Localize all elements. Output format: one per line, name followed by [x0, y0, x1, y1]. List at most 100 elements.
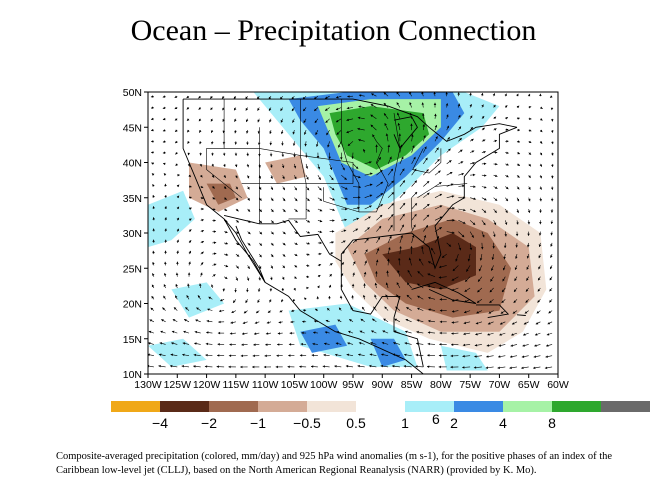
wind-arrow	[450, 343, 459, 346]
wind-arrow	[341, 174, 347, 181]
wind-arrow	[439, 320, 447, 324]
wind-arrow	[357, 127, 365, 131]
wind-arrow	[458, 161, 464, 165]
wind-arrow	[351, 152, 354, 159]
wind-arrow	[258, 175, 261, 179]
wind-arrow	[511, 321, 518, 325]
wind-arrow	[282, 242, 286, 246]
wind-arrow	[292, 130, 295, 135]
coastline	[223, 218, 266, 283]
wind-arrow	[439, 343, 447, 346]
wind-arrow	[163, 295, 166, 300]
wind-arrow	[387, 258, 390, 266]
wind-arrow	[217, 354, 225, 357]
wind-arrow	[458, 149, 463, 153]
wind-arrow	[479, 254, 483, 261]
x-tick-label: 95W	[342, 379, 364, 391]
wind-arrow	[257, 107, 260, 111]
wind-arrow	[539, 175, 542, 179]
colorbar-label: −0.5	[293, 415, 321, 431]
precip-contour	[148, 338, 207, 367]
wind-arrow	[294, 265, 298, 268]
wind-arrow	[246, 152, 249, 157]
wind-arrow	[535, 321, 541, 325]
wind-arrow	[176, 228, 179, 232]
wind-arrow	[346, 118, 354, 122]
wind-arrow	[235, 186, 239, 190]
wind-arrow	[411, 191, 418, 198]
wind-arrow	[270, 242, 274, 246]
wind-arrow	[370, 104, 377, 108]
wind-arrow	[364, 216, 371, 221]
wind-arrow	[351, 295, 354, 300]
wind-arrow	[427, 342, 436, 346]
wind-arrow	[212, 219, 216, 222]
wind-arrow	[352, 206, 360, 210]
wind-arrow	[151, 151, 154, 154]
wind-arrow	[433, 102, 437, 108]
wind-arrow	[217, 343, 225, 346]
coastline	[340, 126, 518, 270]
wind-arrow	[264, 354, 272, 358]
wind-arrow	[317, 230, 323, 234]
wind-arrow	[183, 330, 190, 334]
wind-arrow	[341, 229, 347, 232]
wind-arrow	[363, 283, 366, 289]
wind-arrow	[322, 365, 330, 368]
wind-arrow	[538, 253, 541, 259]
wind-arrow	[428, 308, 436, 311]
wind-arrow	[235, 253, 240, 257]
wind-arrow	[451, 287, 459, 291]
wind-arrow	[396, 92, 401, 97]
wind-arrow	[383, 92, 389, 97]
wind-arrow	[369, 353, 377, 356]
wind-arrow	[282, 220, 286, 224]
wind-arrow	[416, 319, 424, 323]
wind-arrow	[195, 319, 201, 323]
wind-arrow	[399, 202, 406, 210]
wind-arrow	[199, 283, 202, 289]
wind-arrow	[551, 141, 554, 145]
wind-arrow	[223, 163, 226, 167]
wind-arrow	[329, 208, 335, 212]
precipitation-wind-map: 130W 125W 120W 115W 110W 105W 100W 95W 90W 85W 80W…	[111, 87, 650, 431]
wind-arrow	[427, 331, 436, 334]
wind-arrow	[381, 353, 389, 356]
coastline	[183, 98, 518, 142]
wind-arrow	[469, 138, 474, 142]
wind-arrow	[509, 366, 518, 370]
wind-arrow	[396, 282, 401, 289]
wind-arrow	[247, 220, 251, 224]
wind-arrow	[371, 318, 377, 323]
wind-arrow	[474, 355, 482, 358]
wind-arrow	[434, 193, 443, 198]
wind-arrow	[317, 241, 322, 245]
wind-arrow	[193, 365, 201, 368]
wind-arrow	[329, 263, 333, 266]
wind-arrow	[523, 321, 529, 325]
wind-arrow	[232, 299, 237, 304]
wind-arrow	[329, 252, 334, 255]
wind-arrow	[222, 141, 226, 145]
wind-arrow	[480, 242, 484, 250]
wind-arrow	[498, 355, 506, 358]
wind-arrow	[313, 331, 318, 334]
wind-arrow	[246, 276, 250, 281]
wind-arrow	[469, 115, 473, 119]
wind-arrow	[550, 197, 554, 202]
wind-arrow	[317, 252, 322, 256]
wind-arrow	[329, 241, 334, 244]
wind-arrow	[253, 343, 260, 346]
wind-arrow	[481, 220, 486, 226]
wind-arrow	[294, 186, 298, 191]
coastline	[182, 99, 424, 374]
wind-arrow	[463, 321, 471, 325]
wind-arrow	[502, 276, 506, 282]
wind-arrow	[336, 331, 342, 334]
wind-arrow	[548, 310, 553, 314]
figure-caption: Composite-averaged precipitation (colore…	[56, 451, 613, 476]
wind-arrow	[521, 366, 529, 370]
precip-contour	[171, 282, 225, 318]
wind-arrow	[458, 208, 466, 212]
wind-arrow	[464, 276, 471, 282]
